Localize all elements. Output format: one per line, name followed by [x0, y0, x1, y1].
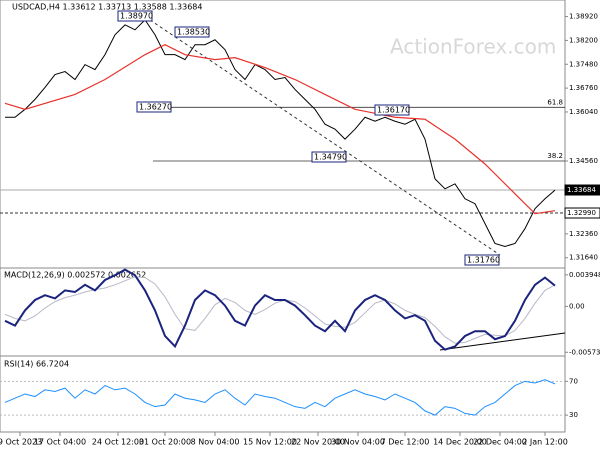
y-tick-label: 30: [569, 411, 578, 419]
macd-title: MACD(12,26,9) 0.002572 0.002652: [4, 271, 146, 280]
x-tick-label: 7 Dec 12:00: [381, 438, 430, 447]
x-tick-label: 31 Oct 20:00: [139, 438, 191, 447]
chart-title: USDCAD,H4 1.33612 1.33713 1.33588 1.3368…: [12, 3, 202, 12]
trend-line: [439, 332, 566, 351]
fib-label: 61.8: [547, 98, 563, 106]
series-line: [5, 19, 556, 247]
annotation-box: [311, 151, 347, 163]
annotation: 1.38530: [177, 28, 210, 37]
y-tick-label: 1.36760: [569, 84, 598, 92]
x-tick-label: 15 Nov 12:00: [243, 438, 297, 447]
series-line: [4, 44, 556, 215]
x-tick-label: 2 Jan 12:00: [522, 438, 568, 447]
annotation: 1.34790: [314, 153, 347, 162]
y-tick-label: 1.36040: [569, 108, 598, 116]
price-tag: [564, 207, 600, 219]
rsi-title: RSI(14) 66.7204: [4, 360, 69, 369]
trend-line: [149, 19, 501, 256]
series-line: [4, 379, 556, 416]
y-tick-label: 1.31640: [569, 254, 598, 262]
annotation: 1.36270: [139, 103, 172, 112]
y-tick-label: 1.38200: [569, 36, 598, 44]
watermark: ActionForex.com: [390, 35, 556, 59]
annotation-box: [174, 26, 210, 38]
annotation-box: [117, 10, 153, 22]
price-tag: [564, 184, 600, 196]
annotation-box: [136, 101, 172, 113]
x-tick-label: 22 Dec 04:00: [473, 438, 527, 447]
series-line: [4, 268, 556, 351]
annotation: 1.36170: [377, 106, 410, 115]
x-tick-label: 14 Dec 20:00: [433, 438, 487, 447]
annotation-box: [464, 254, 500, 266]
y-tick-label: 0.003948: [569, 271, 600, 279]
y-tick-label: 0.00: [569, 302, 585, 310]
fib-label: 38.2: [547, 152, 563, 160]
x-tick-label: 9 Oct 2023: [0, 438, 42, 447]
y-tick-label: 1.37480: [569, 60, 598, 68]
annotation-box: [374, 104, 410, 116]
x-tick-label: 30 Nov 04:00: [331, 438, 385, 447]
annotation: 1.31760: [467, 256, 500, 265]
x-tick-label: 8 Nov 04:00: [191, 438, 240, 447]
price-label: 1.32990: [567, 209, 596, 217]
x-tick-label: 22 Nov 20:00: [291, 438, 345, 447]
annotation: 1.38970: [120, 12, 153, 21]
plot-frame: [0, 0, 566, 433]
y-tick-label: -0.005733: [569, 348, 600, 356]
x-tick-label: 17 Oct 04:00: [34, 438, 86, 447]
y-tick-label: 1.32360: [569, 230, 598, 238]
price-label: 1.33684: [567, 186, 596, 194]
y-tick-label: 1.34560: [569, 157, 598, 165]
y-tick-label: 1.38920: [569, 13, 598, 21]
x-tick-label: 24 Oct 12:00: [92, 438, 144, 447]
y-tick-label: 70: [569, 377, 578, 385]
